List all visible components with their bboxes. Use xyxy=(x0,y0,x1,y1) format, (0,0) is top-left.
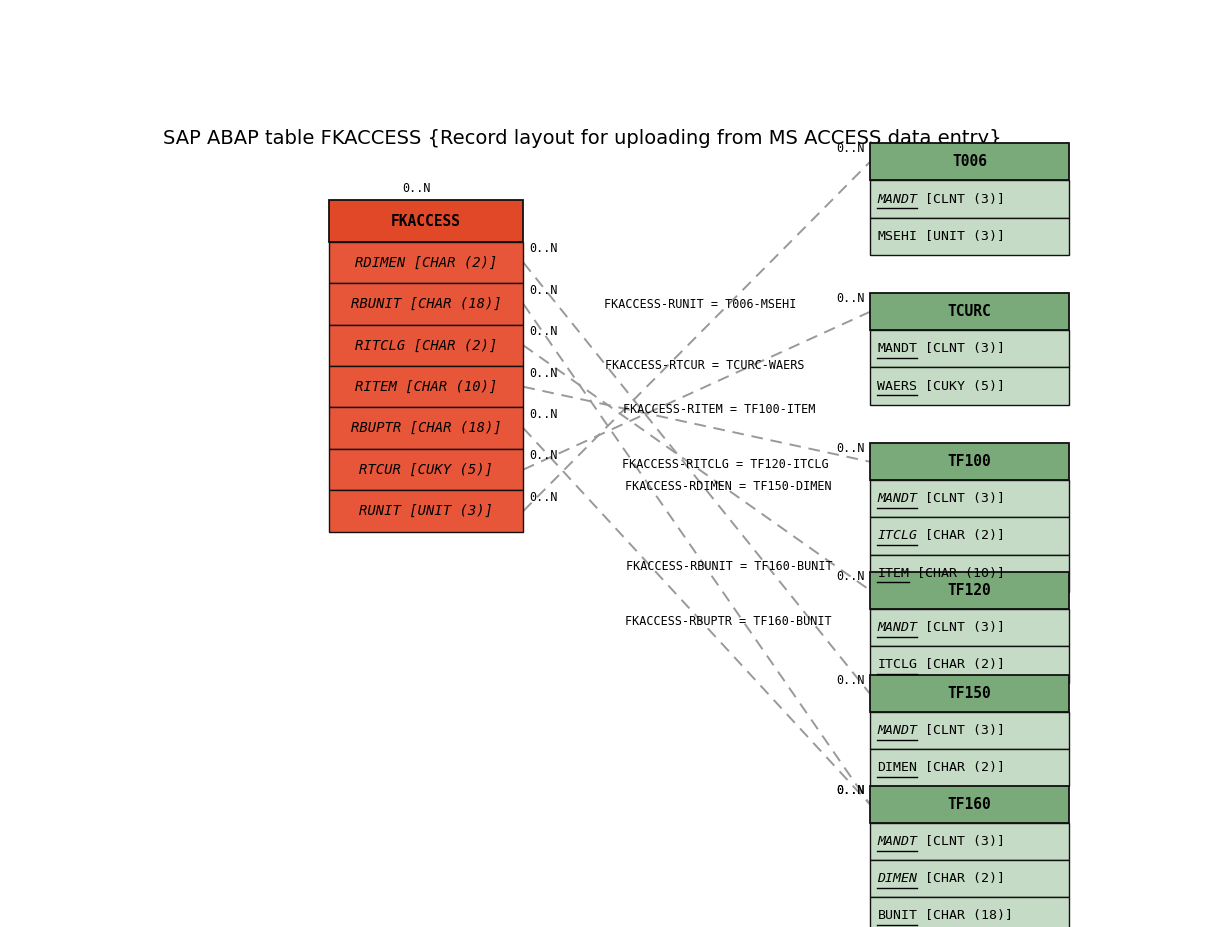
Text: 0..N: 0..N xyxy=(529,408,557,421)
Text: 0..N: 0..N xyxy=(837,441,865,454)
FancyBboxPatch shape xyxy=(870,712,1069,749)
Text: MANDT: MANDT xyxy=(877,193,918,206)
FancyBboxPatch shape xyxy=(870,181,1069,218)
FancyBboxPatch shape xyxy=(328,408,523,449)
FancyBboxPatch shape xyxy=(870,675,1069,712)
Text: WAERS: WAERS xyxy=(877,379,918,392)
Text: [CLNT (3)]: [CLNT (3)] xyxy=(916,835,1004,848)
FancyBboxPatch shape xyxy=(870,293,1069,330)
FancyBboxPatch shape xyxy=(870,144,1069,181)
Text: FKACCESS: FKACCESS xyxy=(391,213,461,229)
Text: 0..N: 0..N xyxy=(529,284,557,297)
Text: 0..N: 0..N xyxy=(529,325,557,338)
Text: RITEM [CHAR (10)]: RITEM [CHAR (10)] xyxy=(355,380,497,394)
Text: 0..N: 0..N xyxy=(529,366,557,380)
Text: RDIMEN [CHAR (2)]: RDIMEN [CHAR (2)] xyxy=(355,256,497,270)
Text: ITEM: ITEM xyxy=(877,566,909,579)
Text: [CHAR (2)]: [CHAR (2)] xyxy=(916,529,1004,542)
Text: MANDT: MANDT xyxy=(877,342,918,355)
Text: [CLNT (3)]: [CLNT (3)] xyxy=(916,193,1004,206)
Text: TF150: TF150 xyxy=(948,686,991,701)
Text: DIMEN: DIMEN xyxy=(877,872,918,885)
Text: [CLNT (3)]: [CLNT (3)] xyxy=(916,724,1004,737)
Text: [CLNT (3)]: [CLNT (3)] xyxy=(916,342,1004,355)
FancyBboxPatch shape xyxy=(328,284,523,324)
Text: MANDT: MANDT xyxy=(877,835,918,848)
FancyBboxPatch shape xyxy=(870,897,1069,927)
Text: RUNIT [UNIT (3)]: RUNIT [UNIT (3)] xyxy=(359,504,494,518)
FancyBboxPatch shape xyxy=(328,449,523,490)
FancyBboxPatch shape xyxy=(328,490,523,532)
Text: MANDT: MANDT xyxy=(877,621,918,634)
Text: [CUKY (5)]: [CUKY (5)] xyxy=(916,379,1004,392)
FancyBboxPatch shape xyxy=(870,823,1069,860)
Text: 0..N: 0..N xyxy=(837,292,865,305)
Text: TCURC: TCURC xyxy=(948,304,991,319)
Text: 0..N: 0..N xyxy=(837,570,865,583)
FancyBboxPatch shape xyxy=(870,554,1069,591)
Text: DIMEN: DIMEN xyxy=(877,761,918,774)
Text: [UNIT (3)]: [UNIT (3)] xyxy=(916,230,1004,243)
Text: T006: T006 xyxy=(952,155,987,170)
Text: MSEHI: MSEHI xyxy=(877,230,918,243)
Text: RBUPTR [CHAR (18)]: RBUPTR [CHAR (18)] xyxy=(350,421,501,435)
Text: 0..N: 0..N xyxy=(837,142,865,155)
Text: [CLNT (3)]: [CLNT (3)] xyxy=(916,492,1004,505)
Text: FKACCESS-RTCUR = TCURC-WAERS: FKACCESS-RTCUR = TCURC-WAERS xyxy=(605,359,805,372)
Text: RITCLG [CHAR (2)]: RITCLG [CHAR (2)] xyxy=(355,338,497,352)
Text: [CHAR (2)]: [CHAR (2)] xyxy=(916,872,1004,885)
Text: 0..N: 0..N xyxy=(837,784,865,797)
Text: ITCLG: ITCLG xyxy=(877,529,918,542)
Text: FKACCESS-RITCLG = TF120-ITCLG: FKACCESS-RITCLG = TF120-ITCLG xyxy=(622,458,829,471)
FancyBboxPatch shape xyxy=(870,443,1069,480)
FancyBboxPatch shape xyxy=(870,860,1069,897)
FancyBboxPatch shape xyxy=(870,572,1069,609)
Text: ITCLG: ITCLG xyxy=(877,658,918,671)
FancyBboxPatch shape xyxy=(328,242,523,284)
Text: [CHAR (2)]: [CHAR (2)] xyxy=(916,761,1004,774)
Text: 0..N: 0..N xyxy=(529,243,557,256)
FancyBboxPatch shape xyxy=(870,646,1069,683)
Text: TF120: TF120 xyxy=(948,583,991,598)
Text: 0..N: 0..N xyxy=(402,182,431,195)
Text: FKACCESS-RITEM = TF100-ITEM: FKACCESS-RITEM = TF100-ITEM xyxy=(622,402,815,415)
FancyBboxPatch shape xyxy=(328,324,523,366)
Text: MANDT: MANDT xyxy=(877,724,918,737)
Text: RTCUR [CUKY (5)]: RTCUR [CUKY (5)] xyxy=(359,463,494,476)
FancyBboxPatch shape xyxy=(870,786,1069,823)
Text: TF100: TF100 xyxy=(948,454,991,469)
FancyBboxPatch shape xyxy=(870,480,1069,517)
Text: 0..N: 0..N xyxy=(529,490,557,504)
Text: MANDT: MANDT xyxy=(877,492,918,505)
FancyBboxPatch shape xyxy=(870,218,1069,255)
FancyBboxPatch shape xyxy=(328,200,523,242)
Text: TF160: TF160 xyxy=(948,797,991,812)
Text: RBUNIT [CHAR (18)]: RBUNIT [CHAR (18)] xyxy=(350,297,501,311)
Text: 0..N: 0..N xyxy=(529,450,557,463)
Text: [CLNT (3)]: [CLNT (3)] xyxy=(916,621,1004,634)
Text: FKACCESS-RDIMEN = TF150-DIMEN: FKACCESS-RDIMEN = TF150-DIMEN xyxy=(625,480,832,493)
Text: [CHAR (10)]: [CHAR (10)] xyxy=(909,566,1004,579)
FancyBboxPatch shape xyxy=(870,517,1069,554)
Text: [CHAR (18)]: [CHAR (18)] xyxy=(916,909,1013,922)
Text: FKACCESS-RBUPTR = TF160-BUNIT: FKACCESS-RBUPTR = TF160-BUNIT xyxy=(625,615,832,628)
FancyBboxPatch shape xyxy=(870,749,1069,786)
FancyBboxPatch shape xyxy=(870,367,1069,404)
Text: BUNIT: BUNIT xyxy=(877,909,918,922)
Text: FKACCESS-RBUNIT = TF160-BUNIT: FKACCESS-RBUNIT = TF160-BUNIT xyxy=(626,560,833,573)
FancyBboxPatch shape xyxy=(328,366,523,408)
Text: 0..N: 0..N xyxy=(837,784,865,797)
Text: FKACCESS-RUNIT = T006-MSEHI: FKACCESS-RUNIT = T006-MSEHI xyxy=(604,298,796,311)
FancyBboxPatch shape xyxy=(870,330,1069,367)
Text: 0..N: 0..N xyxy=(837,674,865,687)
FancyBboxPatch shape xyxy=(870,609,1069,646)
Text: [CHAR (2)]: [CHAR (2)] xyxy=(916,658,1004,671)
Text: SAP ABAP table FKACCESS {Record layout for uploading from MS ACCESS data entry}: SAP ABAP table FKACCESS {Record layout f… xyxy=(163,129,1001,148)
